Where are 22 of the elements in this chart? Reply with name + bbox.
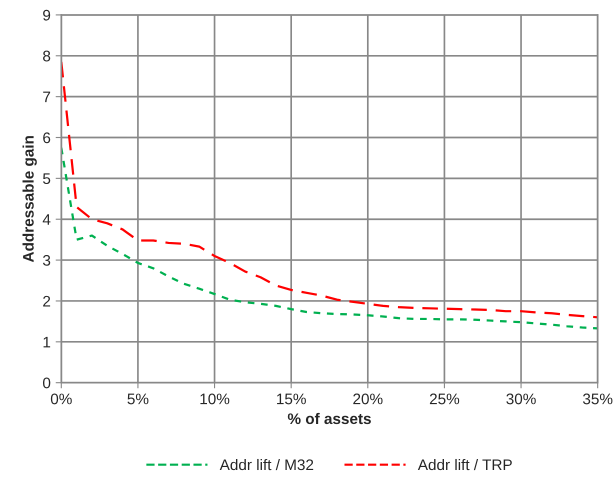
y-tick-label: 1	[44, 336, 50, 348]
y-tick-label: 3	[42, 254, 50, 266]
x-axis-title: % of assets	[288, 412, 371, 424]
y-tick-label: 2	[43, 296, 50, 306]
x-tick-label: 10%	[200, 394, 230, 404]
y-tick-label: 6	[43, 132, 50, 144]
y-axis-title: Addressable gain	[22, 136, 37, 262]
y-tick-label: 5	[43, 173, 50, 184]
x-tick-label: 0%	[50, 394, 72, 404]
y-tick-label: 0	[42, 378, 50, 388]
y-tick-label: 7	[43, 92, 50, 102]
x-tick-label: 30%	[506, 394, 536, 404]
x-tick-label: 35%	[582, 394, 612, 404]
legend-label: Addr lift / M32	[220, 458, 314, 470]
x-tick-label: 15%	[277, 394, 306, 404]
x-tick-label: 5%	[127, 394, 148, 404]
y-tick-label: 9	[43, 10, 50, 21]
y-tick-label: 8	[43, 50, 50, 62]
x-tick-label: 25%	[430, 394, 460, 404]
x-tick-label: 20%	[353, 394, 383, 404]
legend-label: Addr lift / TRP	[418, 458, 512, 470]
y-tick-label: 4	[42, 214, 50, 225]
